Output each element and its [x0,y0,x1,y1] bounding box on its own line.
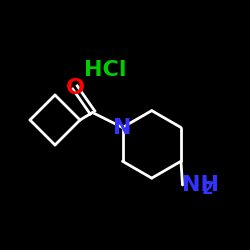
Text: N: N [113,118,132,138]
Text: HCl: HCl [84,60,126,80]
Text: NH: NH [182,175,220,195]
Text: O: O [66,78,84,98]
Text: 2: 2 [202,180,213,198]
